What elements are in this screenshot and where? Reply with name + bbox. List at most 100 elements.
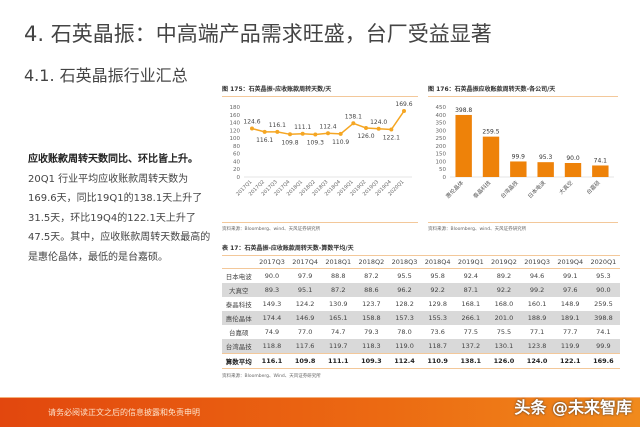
disclaimer-text: 请务必阅读正文之后的信息披露和免责申明 <box>48 408 200 417</box>
column-header: 2017Q4 <box>288 255 322 269</box>
table-source: 资料来源：Bloomberg、Wind、天风证券研究所 <box>222 374 321 379</box>
y-tick-label: 180 <box>230 105 241 111</box>
table-cell: 90.0 <box>586 283 620 297</box>
data-label: 122.1 <box>383 135 400 142</box>
data-point <box>250 126 254 131</box>
table-cell: 124.0 <box>520 353 554 369</box>
data-label: 110.9 <box>332 139 349 146</box>
y-tick-label: 100 <box>436 159 447 165</box>
table-cell: 259.5 <box>594 300 613 308</box>
column-header: 2020Q1 <box>586 255 620 269</box>
column-header: 2019Q2 <box>487 255 521 269</box>
y-tick-label: 20 <box>233 167 240 173</box>
table-cell: 87.1 <box>454 283 488 297</box>
y-tick-label: 140 <box>230 121 241 127</box>
table-cell: 95.3 <box>596 272 611 280</box>
summary-heading: 应收账款周转天数同比、环比皆上升。 <box>28 154 198 165</box>
chart-title: 图 176：石英晶振应收账款周转天数-各公司/天 <box>428 84 618 97</box>
table-row: 日本电波 90.0 97.9 88.8 87.2 95.5 95.8 92.4 89.2 94.6… <box>222 269 620 284</box>
x-tick-label: 台嘉硕 <box>584 178 602 196</box>
table-cell: 90.0 <box>264 272 280 280</box>
table-cell: 94.6 <box>529 272 545 280</box>
table-cell: 119.9 <box>553 339 587 354</box>
data-point <box>300 131 305 136</box>
data-table: 表 17：石英晶振-应收账款周转天数-算数平均/天 2017Q3 2017Q4 20… <box>222 243 620 379</box>
table-cell: 74.9 <box>264 328 280 336</box>
y-tick-label: 120 <box>230 128 241 134</box>
data-point <box>326 131 330 136</box>
table-cell: 97.6 <box>553 283 587 297</box>
footer-bar: 请务必阅读正文之后的信息披露和免责申明 头条 @未来智库 <box>0 397 640 427</box>
table-cell: 99.9 <box>586 339 620 354</box>
row-label: 大真空 <box>222 283 256 297</box>
table-cell: 189.1 <box>553 311 587 325</box>
table-cell: 155.3 <box>421 311 455 325</box>
data-point <box>389 127 394 132</box>
table-cell: 117.6 <box>288 339 322 354</box>
data-label: 169.6 <box>395 101 412 108</box>
table-cell: 96.2 <box>387 283 422 297</box>
y-tick-label: 300 <box>436 128 447 134</box>
y-tick-label: 350 <box>436 121 447 127</box>
table-cell: 110.9 <box>421 353 455 369</box>
data-point <box>262 129 267 134</box>
x-tick-label: 大真空 <box>557 178 575 196</box>
column-header: 2018Q4 <box>421 255 455 269</box>
bar-chart-figure: 图 176：石英晶振应收账款周转天数-各公司/天 0 50 100 150 200 250… <box>428 84 618 232</box>
y-tick-label: 50 <box>439 167 446 173</box>
table-cell: 119.0 <box>387 339 422 354</box>
table-cell: 398.8 <box>586 311 620 325</box>
table-cell: 74.1 <box>596 328 611 336</box>
bar <box>537 162 554 177</box>
data-label: 74.1 <box>594 157 608 164</box>
y-tick-label: 100 <box>230 136 241 142</box>
table-cell: 123.8 <box>520 339 554 354</box>
table-cell: 87.2 <box>364 272 379 280</box>
line-chart-figure: 图 175：石英晶振-应收账款周转天数/天 0 20 40 60 80 100 120 140… <box>222 84 418 232</box>
table-cell: 168.1 <box>461 300 481 308</box>
table-cell: 165.1 <box>321 311 355 325</box>
watermark: 头条 @未来智库 <box>514 398 632 417</box>
data-point <box>313 132 318 137</box>
table-cell: 128.2 <box>395 300 414 308</box>
table-row: 台湾晶技 118.8 117.6 119.7 118.3 119.0 118.7 137.2 1… <box>222 339 620 354</box>
row-label: 惠伦晶体 <box>222 311 256 325</box>
y-tick-label: 60 <box>233 152 240 158</box>
table-cell: 112.4 <box>387 353 422 369</box>
y-tick-label: 250 <box>436 136 447 142</box>
y-tick-label: 150 <box>436 152 447 158</box>
table-cell: 77.5 <box>463 328 479 336</box>
table-cell: 73.6 <box>430 328 445 336</box>
row-label: 算数平均 <box>222 353 256 369</box>
table-cell: 88.6 <box>354 283 388 297</box>
table-cell: 138.1 <box>454 353 488 369</box>
y-tick-label: 160 <box>230 113 241 119</box>
column-header <box>222 255 256 269</box>
data-point <box>275 129 280 134</box>
table-cell: 95.1 <box>288 283 322 297</box>
column-header: 2018Q2 <box>354 255 388 269</box>
table-cell: 188.9 <box>520 311 554 325</box>
table-row: 台嘉硕 74.9 77.0 74.7 79.3 78.0 73.6 77.5 75.5 77.1 7… <box>222 325 620 339</box>
data-point <box>351 121 356 126</box>
row-label: 泰晶科技 <box>225 301 252 309</box>
table-cell: 75.5 <box>496 328 512 336</box>
data-point <box>364 126 368 130</box>
table-cell: 129.8 <box>428 300 447 308</box>
table-cell: 148.9 <box>560 300 580 308</box>
data-point <box>338 131 343 136</box>
bar <box>455 114 472 177</box>
y-tick-label: 40 <box>233 159 240 165</box>
table-cell: 123.7 <box>362 300 381 308</box>
table-cell: 99.1 <box>562 272 578 280</box>
data-label: 112.4 <box>319 123 336 130</box>
table-cell: 174.4 <box>255 311 289 325</box>
summary-body: 20Q1 行业平均应收账款周转天数为 169.6天，同比19Q1的138.1天上… <box>28 173 211 263</box>
data-point <box>376 126 381 131</box>
table-title: 表 17：石英晶振-应收账款周转天数-算数平均/天 <box>222 245 354 252</box>
table-cell: 126.0 <box>487 353 521 369</box>
table-cell: 95.5 <box>397 272 412 280</box>
y-tick-label: 200 <box>436 144 447 150</box>
